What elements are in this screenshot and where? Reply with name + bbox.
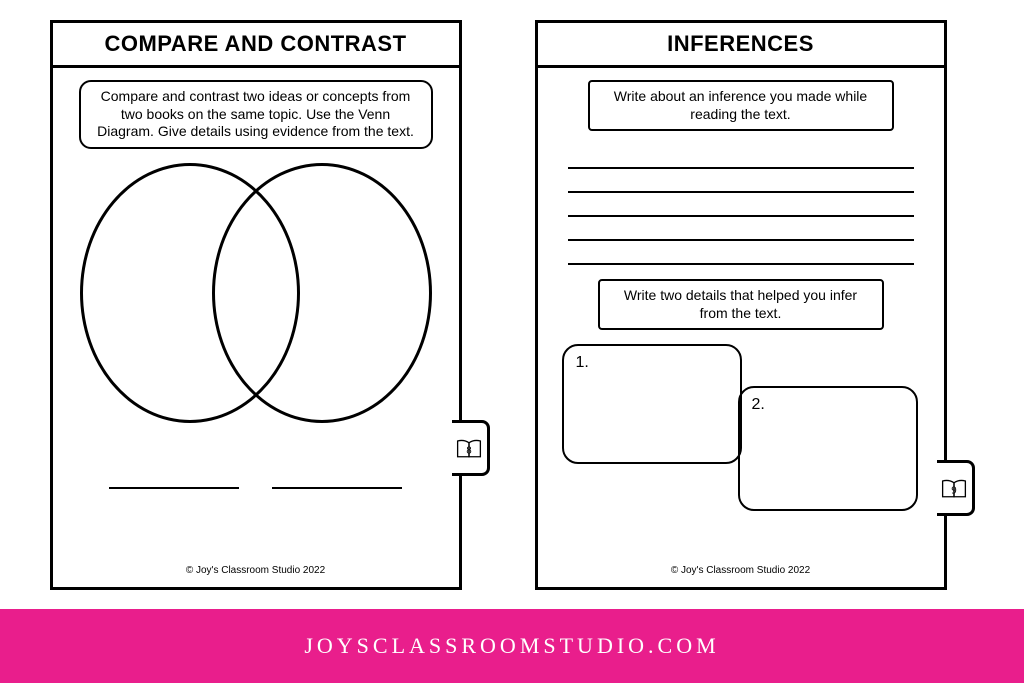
venn-diagram (76, 163, 436, 463)
footer-banner: JOYSCLASSROOMSTUDIO.COM (0, 609, 1024, 683)
sheet-border: INFERENCES Write about an inference you … (535, 20, 947, 590)
book-icon: 8 (455, 434, 483, 462)
sheet-content: Compare and contrast two ideas or concep… (53, 68, 459, 582)
worksheets-container: COMPARE AND CONTRAST Compare and contras… (0, 0, 1024, 590)
detail-box-2: 2. (738, 386, 918, 511)
copyright-text: © Joy's Classroom Studio 2022 (538, 565, 944, 576)
worksheet-inferences: INFERENCES Write about an inference you … (535, 20, 975, 590)
copyright-text: © Joy's Classroom Studio 2022 (53, 565, 459, 576)
writing-line (568, 217, 914, 241)
title-bar: INFERENCES (538, 23, 944, 68)
writing-line (568, 193, 914, 217)
writing-lines (568, 145, 914, 265)
sheet-border: COMPARE AND CONTRAST Compare and contras… (50, 20, 462, 590)
detail-box-1-label: 1. (576, 354, 589, 371)
sheet-content: Write about an inference you made while … (538, 68, 944, 582)
detail-boxes: 1. 2. (562, 344, 920, 514)
book-icon: 9 (940, 474, 968, 502)
worksheet-compare-contrast: COMPARE AND CONTRAST Compare and contras… (50, 20, 490, 590)
tab-number: 8 (466, 445, 471, 456)
label-line-left (109, 487, 239, 489)
sub-instruction-box: Write two details that helped you infer … (598, 279, 884, 330)
detail-box-2-label: 2. (752, 396, 765, 413)
title-bar: COMPARE AND CONTRAST (53, 23, 459, 68)
writing-line (568, 169, 914, 193)
page-tab: 9 (937, 460, 975, 516)
instruction-box: Write about an inference you made while … (588, 80, 894, 131)
writing-line (568, 145, 914, 169)
writing-line (568, 241, 914, 265)
page-tab: 8 (452, 420, 490, 476)
footer-url: JOYSCLASSROOMSTUDIO.COM (304, 633, 719, 659)
tab-number: 9 (951, 485, 956, 496)
instruction-box: Compare and contrast two ideas or concep… (79, 80, 433, 149)
label-lines (93, 487, 419, 489)
sheet-title: COMPARE AND CONTRAST (63, 31, 449, 57)
sheet-title: INFERENCES (548, 31, 934, 57)
venn-circle-right (212, 163, 432, 423)
label-line-right (272, 487, 402, 489)
detail-box-1: 1. (562, 344, 742, 464)
